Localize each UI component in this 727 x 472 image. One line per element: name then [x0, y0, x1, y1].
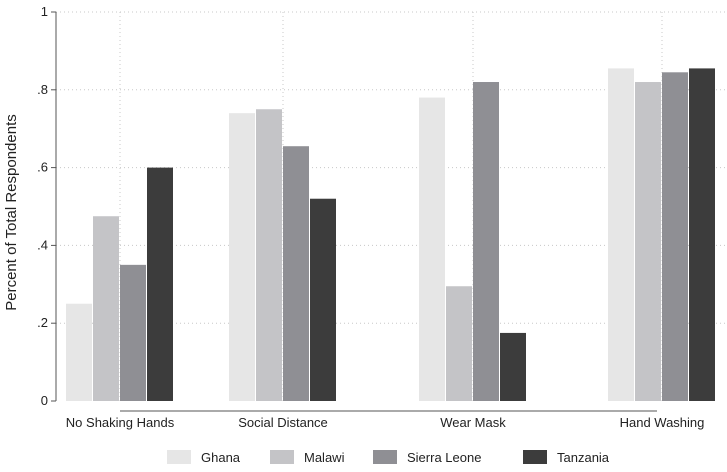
- legend-label-ghana: Ghana: [201, 450, 241, 465]
- bar-tanzania-2: [500, 332, 526, 401]
- bars: [66, 68, 715, 402]
- bar-tanzania-3: [689, 68, 715, 401]
- legend-swatch-malawi: [270, 450, 294, 464]
- legend-label-tanzania: Tanzania: [557, 450, 610, 465]
- bar-malawi-3: [635, 82, 661, 402]
- bar-ghana-0: [66, 303, 92, 401]
- legend-swatch-ghana: [167, 450, 191, 464]
- y-tick-label-0: 0: [41, 393, 48, 408]
- x-category-label-3: Hand Washing: [620, 415, 705, 430]
- bar-sierra-leone-3: [662, 72, 688, 402]
- legend-swatch-sierra-leone: [373, 450, 397, 464]
- y-ticks: 0 .2 .4 .6 .8 1: [37, 4, 56, 408]
- y-tick-label-1: .2: [37, 315, 48, 330]
- bar-tanzania-1: [310, 198, 336, 401]
- bar-ghana-1: [229, 113, 255, 401]
- axes: [55, 12, 657, 412]
- bar-sierra-leone-2: [473, 82, 499, 402]
- legend: Ghana Malawi Sierra Leone Tanzania: [167, 450, 610, 465]
- bar-ghana-3: [608, 68, 634, 401]
- legend-swatch-tanzania: [523, 450, 547, 464]
- bar-malawi-2: [446, 286, 472, 401]
- x-category-label-1: Social Distance: [238, 415, 328, 430]
- x-category-labels: No Shaking Hands Social Distance Wear Mask…: [66, 415, 705, 430]
- y-tick-label-5: 1: [41, 4, 48, 19]
- legend-label-sierra-leone: Sierra Leone: [407, 450, 481, 465]
- x-category-label-2: Wear Mask: [440, 415, 506, 430]
- bar-malawi-1: [256, 109, 282, 401]
- bar-tanzania-0: [147, 167, 173, 401]
- bar-ghana-2: [419, 97, 445, 401]
- y-tick-label-3: .6: [37, 160, 48, 175]
- bar-sierra-leone-1: [283, 146, 309, 401]
- y-axis-label: Percent of Total Respondents: [3, 114, 20, 311]
- y-tick-label-2: .4: [37, 237, 48, 252]
- y-tick-label-4: .8: [37, 82, 48, 97]
- bar-sierra-leone-0: [120, 264, 146, 401]
- legend-label-malawi: Malawi: [304, 450, 345, 465]
- x-category-label-0: No Shaking Hands: [66, 415, 175, 430]
- bar-malawi-0: [93, 216, 119, 401]
